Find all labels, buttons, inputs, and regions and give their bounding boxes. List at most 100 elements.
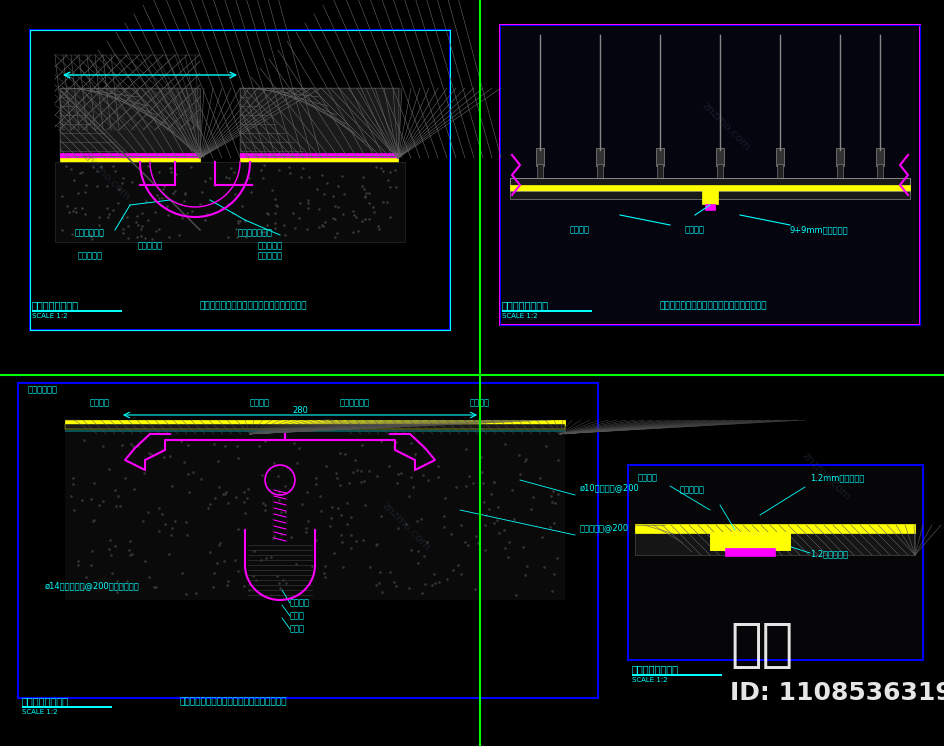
Point bbox=[512, 449, 527, 461]
Point bbox=[401, 582, 416, 594]
Point bbox=[393, 468, 408, 480]
Bar bbox=[32, 310, 122, 312]
Point bbox=[94, 230, 110, 242]
Point bbox=[357, 183, 372, 195]
Bar bbox=[60, 88, 200, 156]
Point bbox=[371, 220, 386, 232]
Point bbox=[497, 438, 513, 450]
Point bbox=[211, 480, 227, 492]
Point bbox=[264, 486, 279, 498]
Point bbox=[515, 541, 531, 553]
Point bbox=[543, 490, 558, 502]
Point bbox=[110, 490, 126, 502]
Point bbox=[86, 477, 101, 489]
Bar bbox=[836, 148, 844, 166]
Point bbox=[336, 188, 351, 200]
Point bbox=[108, 539, 123, 551]
Bar bbox=[717, 164, 723, 178]
Point bbox=[70, 187, 85, 199]
Point bbox=[289, 558, 304, 570]
Point bbox=[106, 160, 121, 172]
Point bbox=[474, 451, 489, 463]
Point bbox=[91, 211, 106, 223]
Point bbox=[546, 485, 561, 497]
Point bbox=[89, 166, 104, 178]
Bar bbox=[629, 466, 922, 659]
Point bbox=[240, 492, 255, 504]
Point bbox=[141, 506, 156, 518]
Text: 墙面变形缝节点图: 墙面变形缝节点图 bbox=[32, 300, 79, 310]
Point bbox=[354, 181, 369, 192]
Point bbox=[92, 219, 107, 231]
Point bbox=[316, 188, 331, 200]
Text: ID: 1108536319: ID: 1108536319 bbox=[730, 681, 944, 705]
Point bbox=[231, 215, 246, 227]
Point bbox=[373, 510, 388, 522]
Point bbox=[376, 166, 391, 178]
Point bbox=[536, 561, 551, 573]
Point bbox=[325, 212, 340, 224]
Point bbox=[164, 480, 179, 492]
Point bbox=[86, 161, 101, 173]
Point bbox=[344, 511, 359, 523]
Point bbox=[258, 499, 273, 511]
Text: 1.2多钢化玻璃: 1.2多钢化玻璃 bbox=[810, 549, 848, 558]
Point bbox=[301, 171, 316, 183]
Point bbox=[405, 481, 420, 493]
Point bbox=[244, 186, 259, 198]
Point bbox=[271, 486, 286, 498]
Point bbox=[141, 160, 156, 172]
Point bbox=[317, 560, 332, 572]
Point bbox=[248, 574, 263, 586]
Point bbox=[123, 535, 138, 547]
Point bbox=[339, 498, 354, 510]
Text: 泡沫衬垫层: 泡沫衬垫层 bbox=[258, 241, 282, 250]
Point bbox=[283, 531, 298, 543]
Bar bbox=[710, 532, 790, 550]
Point bbox=[404, 544, 419, 556]
Point bbox=[421, 474, 436, 486]
Bar bbox=[705, 204, 715, 210]
Point bbox=[372, 566, 387, 578]
Point bbox=[108, 165, 123, 177]
Point bbox=[293, 198, 308, 210]
Bar bbox=[725, 548, 775, 556]
Point bbox=[216, 555, 231, 567]
Point bbox=[228, 189, 243, 201]
Point bbox=[138, 195, 153, 207]
Point bbox=[300, 202, 315, 214]
Point bbox=[316, 567, 331, 579]
Text: 阻火带: 阻火带 bbox=[290, 624, 305, 633]
Point bbox=[272, 582, 287, 594]
Point bbox=[151, 223, 166, 235]
Point bbox=[102, 208, 117, 220]
Point bbox=[184, 161, 199, 173]
Point bbox=[374, 586, 389, 598]
Point bbox=[300, 515, 315, 527]
Point bbox=[253, 554, 268, 565]
Point bbox=[279, 461, 295, 473]
Point bbox=[221, 231, 236, 242]
Text: 玻璃伸缩缝节点图: 玻璃伸缩缝节点图 bbox=[632, 664, 679, 674]
Point bbox=[454, 568, 469, 580]
Point bbox=[61, 206, 76, 218]
Point bbox=[258, 504, 273, 516]
Point bbox=[481, 503, 497, 515]
Point bbox=[64, 490, 79, 502]
Point bbox=[314, 169, 329, 181]
Point bbox=[163, 162, 178, 174]
Point bbox=[103, 534, 118, 546]
Point bbox=[104, 567, 119, 579]
Point bbox=[144, 233, 160, 245]
Point bbox=[538, 440, 553, 452]
Point bbox=[116, 172, 131, 184]
Point bbox=[373, 435, 388, 447]
Point bbox=[110, 197, 126, 209]
Point bbox=[465, 477, 480, 489]
Point bbox=[287, 437, 302, 449]
Point bbox=[84, 560, 99, 571]
Point bbox=[354, 465, 369, 477]
Point bbox=[117, 472, 132, 484]
Point bbox=[146, 581, 161, 593]
Point bbox=[228, 554, 243, 566]
